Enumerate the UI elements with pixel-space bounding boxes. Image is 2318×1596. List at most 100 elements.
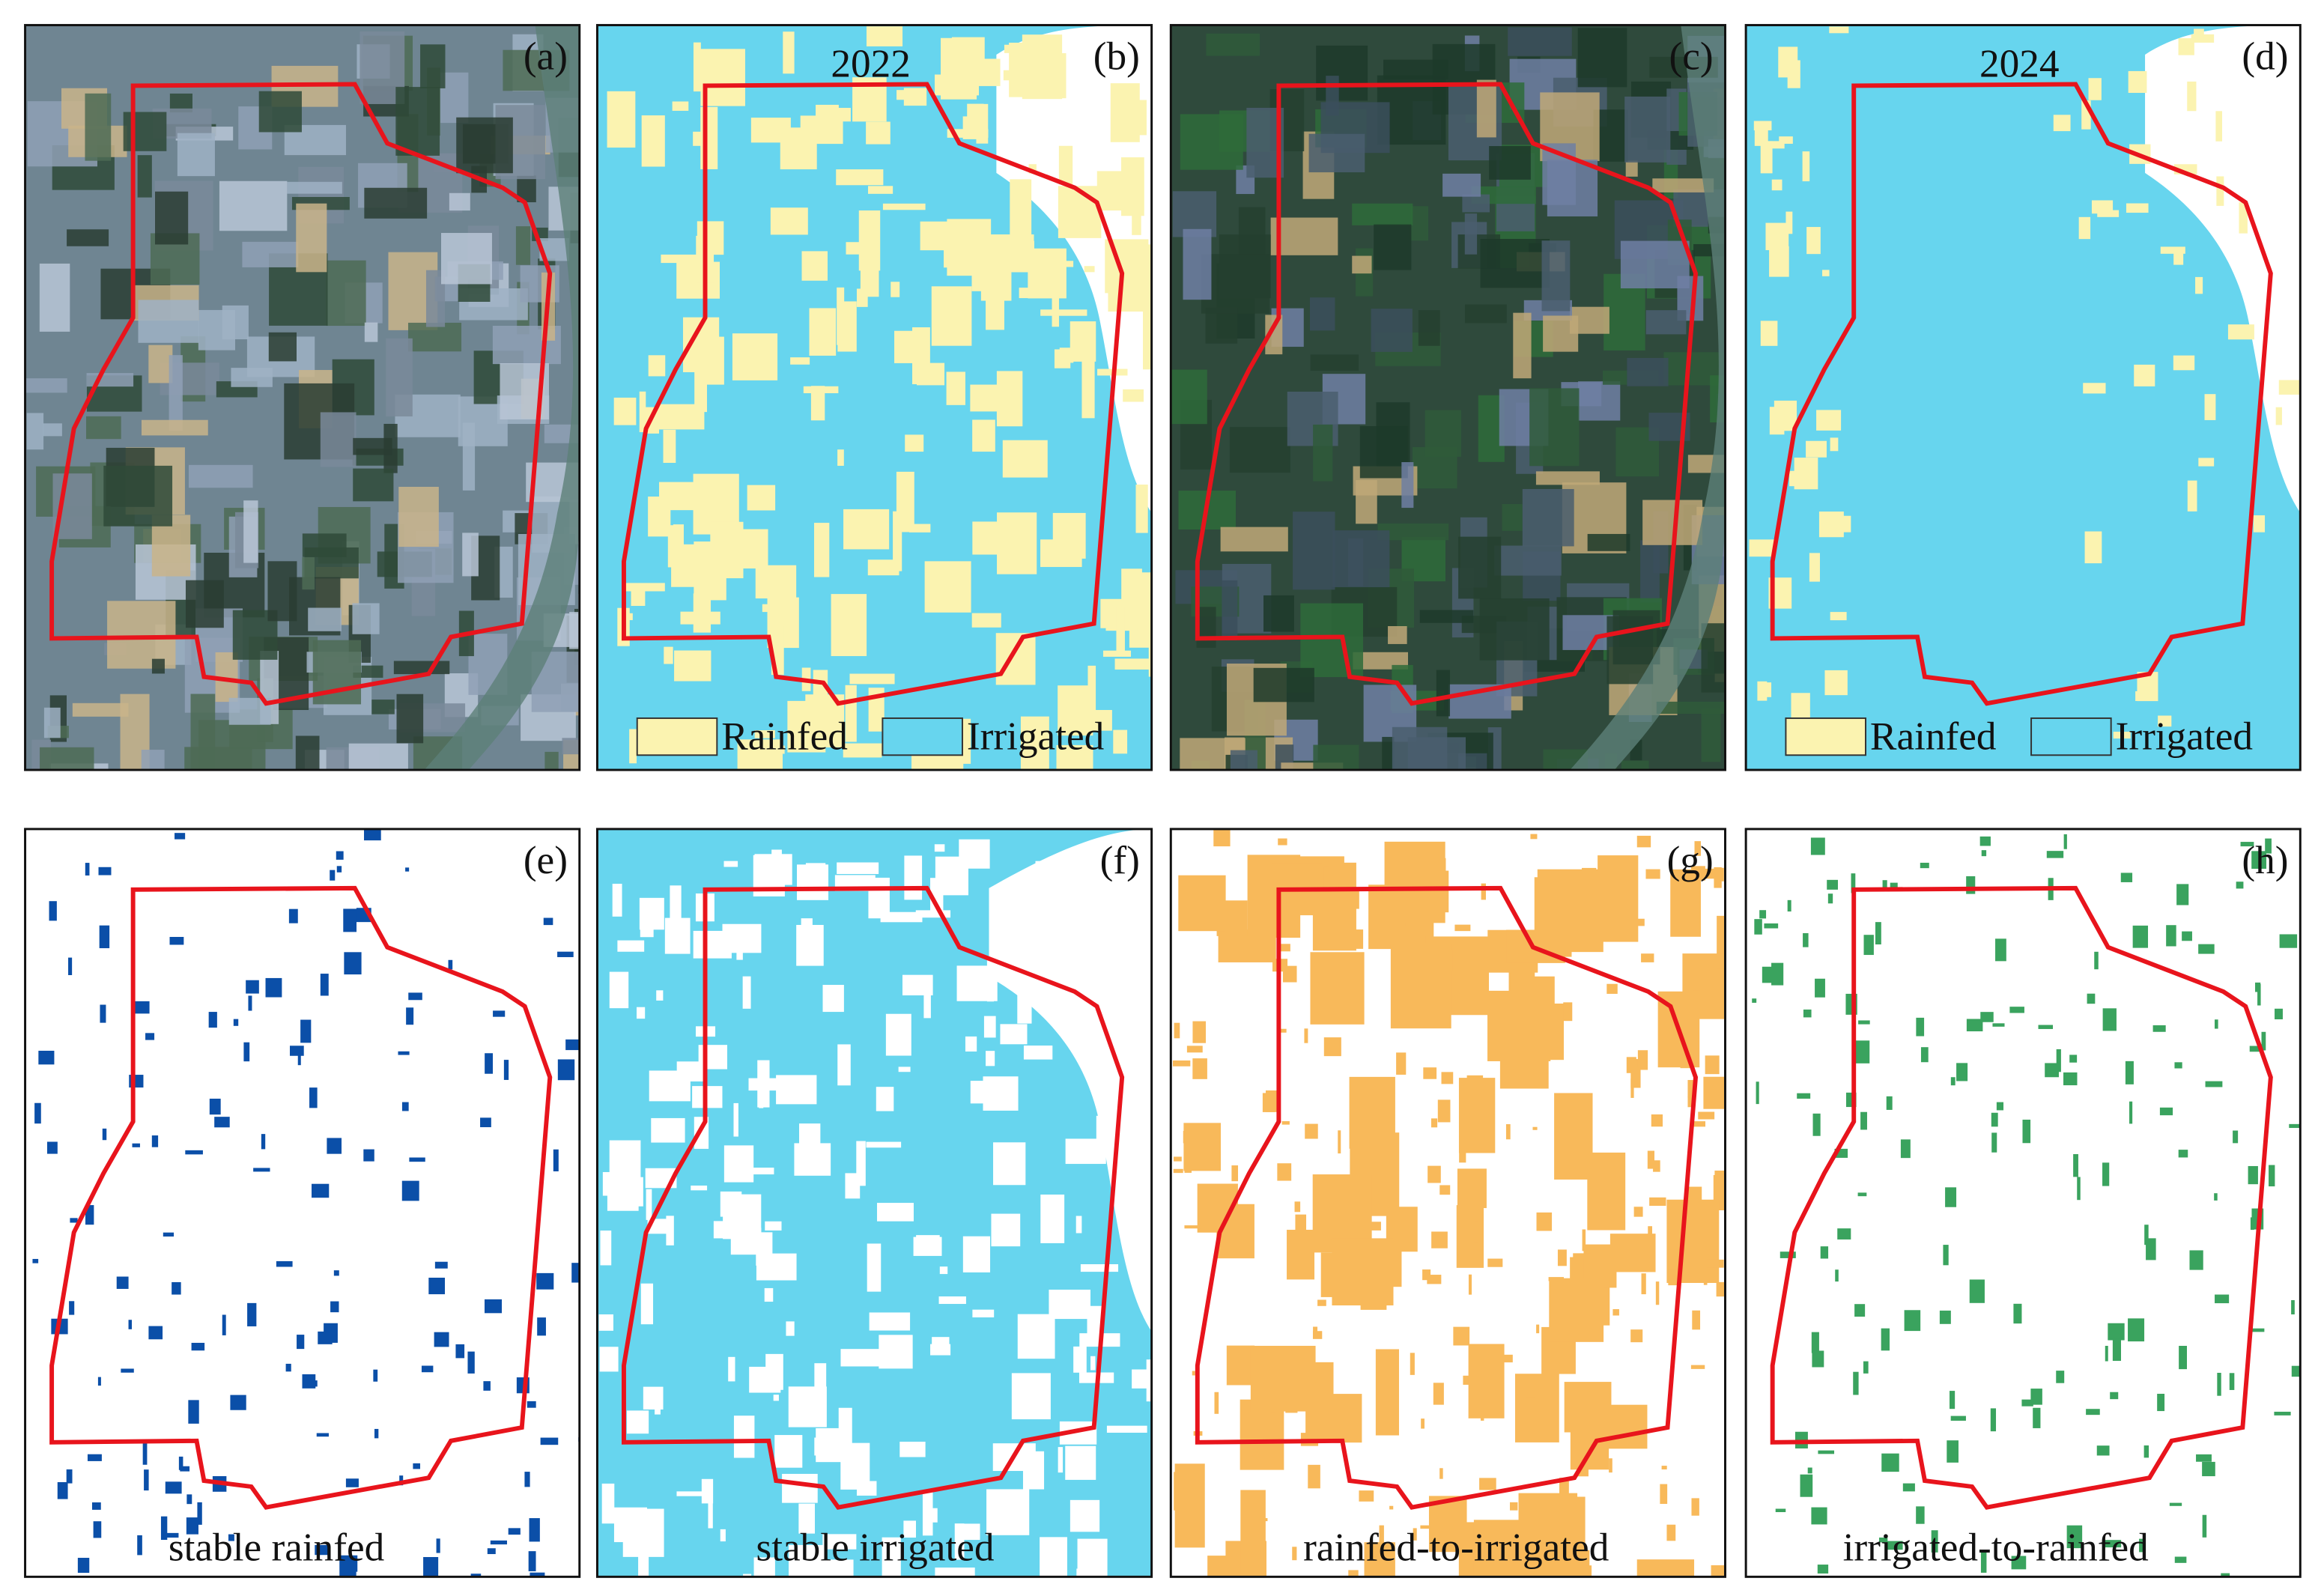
change-patch — [1827, 893, 1833, 904]
rainfed-patch — [947, 315, 964, 335]
field-patch — [1180, 114, 1243, 170]
gap-patch — [765, 1221, 782, 1231]
change-patch — [1645, 869, 1660, 879]
change-patch — [524, 1472, 530, 1487]
change-patch — [1668, 1269, 1678, 1286]
change-patch — [1966, 876, 1976, 894]
change-patch — [248, 995, 252, 1011]
change-patch — [2198, 944, 2215, 954]
change-patch — [1900, 1139, 1911, 1159]
change-patch — [1981, 850, 1987, 857]
gap-patch — [1035, 861, 1041, 888]
change-patch — [484, 1299, 503, 1314]
rainfed-patch — [1829, 26, 1849, 34]
change-patch — [1413, 1528, 1417, 1541]
change-patch — [487, 1548, 496, 1555]
change-patch — [2096, 1445, 2110, 1456]
change-patch — [327, 1138, 342, 1154]
change-patch — [1723, 932, 1726, 936]
rainfed-patch — [814, 523, 830, 577]
field-patch — [1206, 33, 1260, 56]
field-patch — [243, 500, 258, 563]
gap-patch — [820, 1559, 854, 1577]
rainfed-patch — [1765, 141, 1785, 149]
change-patch — [2063, 1072, 2078, 1086]
change-patch — [493, 1010, 506, 1017]
rainfed-patch — [620, 613, 633, 620]
change-patch — [1468, 1344, 1505, 1419]
change-patch — [1609, 1234, 1656, 1272]
change-patch — [1863, 1361, 1869, 1374]
panel-caption: irrigated-to-rainfed — [1843, 1526, 2149, 1570]
field-patch — [1436, 670, 1451, 717]
gap-patch — [932, 1337, 950, 1346]
field-patch — [1313, 744, 1359, 771]
change-patch — [1966, 1019, 1983, 1032]
change-patch — [316, 1433, 329, 1437]
change-patch — [1305, 1123, 1318, 1139]
field-patch — [1464, 213, 1478, 255]
change-patch — [2261, 1031, 2266, 1051]
change-patch — [2021, 1399, 2033, 1407]
gap-patch — [691, 1185, 708, 1191]
change-patch — [1775, 1508, 1786, 1512]
rainfed-patch — [700, 49, 745, 106]
change-patch — [191, 1342, 205, 1351]
field-patch — [1462, 194, 1490, 213]
rainfed-patch — [1778, 46, 1798, 78]
gap-patch — [986, 1051, 995, 1066]
rainfed-patch — [1130, 100, 1147, 136]
field-patch — [1205, 307, 1238, 344]
change-patch — [1939, 1310, 1951, 1324]
change-patch — [1606, 983, 1618, 994]
change-patch — [421, 1365, 434, 1373]
change-patch — [1756, 1081, 1759, 1105]
field-patch — [1281, 762, 1344, 771]
rainfed-patch — [947, 219, 992, 276]
gap-patch — [915, 910, 951, 918]
change-patch — [290, 1046, 304, 1056]
change-patch — [1648, 1226, 1652, 1237]
change-patch — [1427, 1165, 1441, 1183]
field-patch — [353, 468, 394, 502]
change-patch — [1364, 1542, 1395, 1577]
rainfed-patch — [1040, 309, 1087, 316]
gap-patch — [962, 1236, 991, 1272]
change-patch — [132, 1143, 140, 1147]
rainfed-patch — [1052, 290, 1060, 327]
rainfed-patch — [2278, 380, 2301, 395]
change-patch — [2013, 1303, 2022, 1324]
change-patch — [2086, 1409, 2100, 1416]
change-patch — [1711, 1565, 1726, 1577]
field-patch — [86, 416, 121, 440]
change-patch — [1945, 1187, 1957, 1207]
change-patch — [1192, 1371, 1195, 1376]
panel-label: (c) — [1669, 34, 1714, 79]
change-patch — [2094, 951, 2099, 970]
change-patch — [1647, 1150, 1655, 1169]
rainfed-patch — [992, 277, 998, 285]
gap-patch — [1140, 1254, 1147, 1276]
gap-patch — [728, 1356, 735, 1382]
change-patch — [536, 1272, 554, 1290]
change-patch — [1661, 1466, 1667, 1470]
change-patch — [1636, 1559, 1695, 1577]
field-patch — [1656, 701, 1726, 714]
change-patch — [1881, 1453, 1899, 1472]
change-patch — [1637, 1050, 1648, 1070]
change-patch — [1655, 1281, 1660, 1305]
map-panel: (c) — [1169, 24, 1726, 771]
change-patch — [2033, 1407, 2041, 1428]
change-patch — [2009, 1007, 2024, 1013]
rainfed-patch — [1010, 179, 1032, 241]
rainfed-patch — [868, 186, 893, 194]
gap-patch — [636, 1007, 646, 1019]
change-patch — [1630, 1078, 1634, 1098]
change-patch — [434, 1261, 448, 1269]
change-patch — [1174, 1156, 1182, 1162]
gap-patch — [972, 1309, 995, 1317]
change-patch — [243, 1042, 250, 1062]
rainfed-patch — [710, 521, 744, 579]
change-patch — [1979, 836, 1991, 846]
change-patch — [1851, 873, 1856, 893]
